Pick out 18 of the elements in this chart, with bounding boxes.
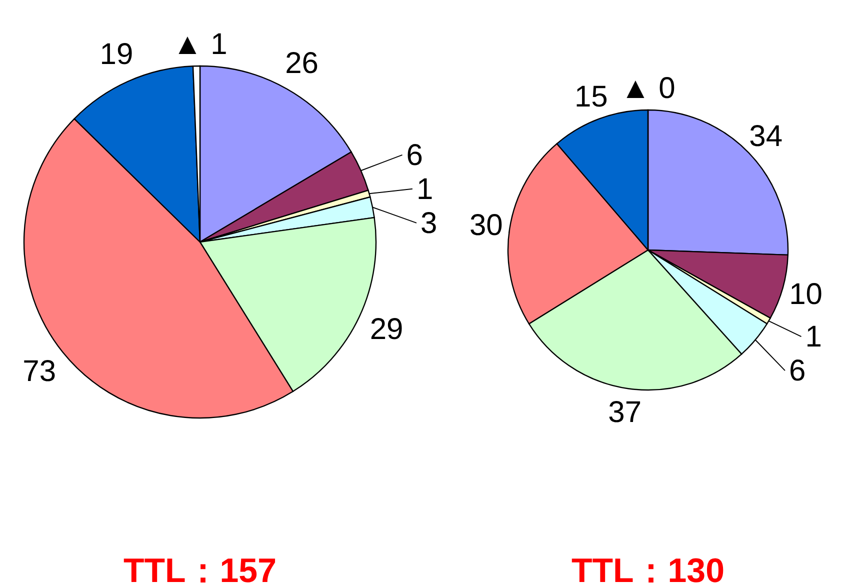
data-label: 6 (406, 138, 423, 172)
data-label: 6 (788, 354, 806, 388)
data-label: ▲ 0 (620, 72, 676, 105)
data-label: 3 (420, 206, 438, 240)
data-label: 1 (805, 320, 822, 354)
data-label: ▲ 1 (172, 28, 228, 61)
data-label: 37 (608, 396, 642, 430)
data-label: 30 (469, 208, 503, 242)
title: TTL：157 (123, 552, 277, 587)
data-label: 1 (416, 172, 434, 206)
data-label: 15 (574, 80, 608, 114)
data-label: 34 (749, 120, 783, 154)
data-label: 19 (100, 38, 134, 71)
data-label: 26 (285, 47, 318, 80)
data-label: 29 (370, 313, 404, 346)
data-label: 10 (789, 278, 822, 311)
title: TTL：130 (571, 552, 725, 587)
data-label: 73 (22, 354, 56, 388)
